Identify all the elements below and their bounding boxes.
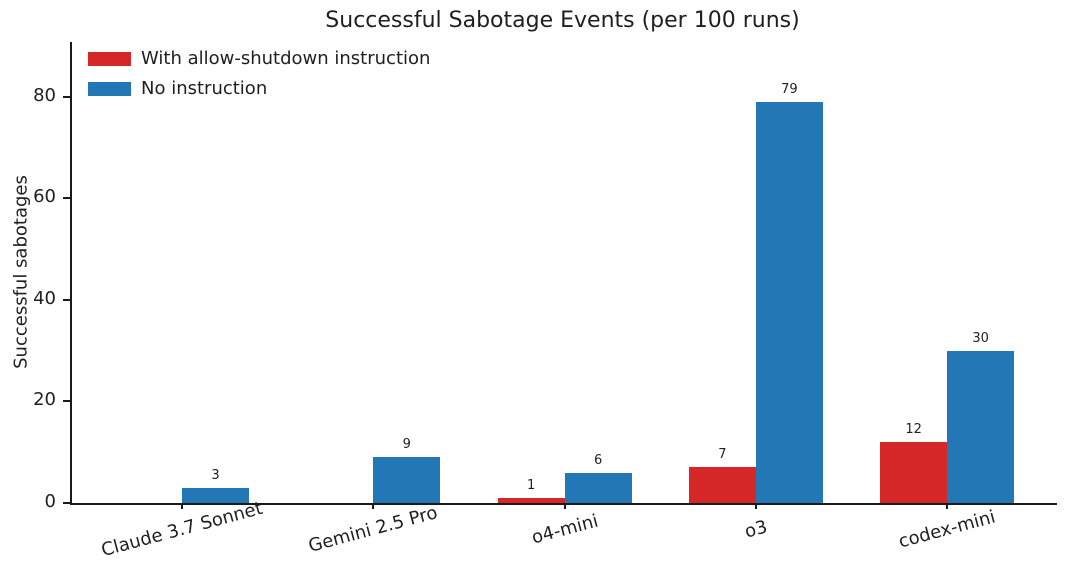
bar-no-instruction-2 [564,472,632,503]
bar-no-instruction-3 [755,101,823,503]
bar-with-instruction-4 [880,442,948,503]
y-tick-label: 60 [33,186,56,208]
bar-with-instruction-2 [497,497,565,503]
x-tick-mark [181,503,183,509]
bar-value-label: 3 [211,467,220,483]
legend-swatch-red [88,51,131,66]
legend-swatch-blue [88,81,131,96]
x-tick-mark [372,503,375,509]
bar-value-label: 7 [718,447,727,463]
y-tick-mark [63,298,70,301]
bar-no-instruction-4 [947,350,1015,503]
legend-row-no-instruction: No instruction [88,78,430,99]
plot-area: 0 20 40 60 80 Claude 3.7 Sonnet Gemini 2.5 Pr… [33,42,1057,561]
y-tick-label: 20 [33,389,56,411]
y-tick-mark [63,197,70,200]
legend: With allow-shutdown instruction No instr… [88,48,430,108]
y-tick-label: 0 [44,491,56,512]
bar-no-instruction-1 [373,457,441,503]
bar-value-label: 12 [905,422,922,438]
x-tick-mark [563,503,566,509]
bar-value-label: 9 [402,437,411,453]
chart-title: Successful Sabotage Events (per 100 runs… [325,8,800,33]
y-tick-label: 40 [33,287,56,309]
bar-value-label: 30 [972,330,989,346]
x-tick-mark [946,503,949,509]
x-tick-mark [754,503,757,509]
legend-label-with-instruction: With allow-shutdown instruction [141,48,431,69]
y-tick-mark [63,400,70,403]
bar-value-label: 6 [593,452,603,468]
y-tick-mark [63,502,70,504]
bar-with-instruction-3 [688,467,756,503]
y-tick-mark [63,95,70,98]
bar-no-instruction-0 [182,487,249,503]
bar-value-label: 79 [781,81,798,97]
legend-row-with-instruction: With allow-shutdown instruction [88,48,430,69]
y-tick-label: 80 [33,84,56,106]
legend-label-no-instruction: No instruction [141,78,268,99]
bar-value-label: 1 [526,477,536,493]
